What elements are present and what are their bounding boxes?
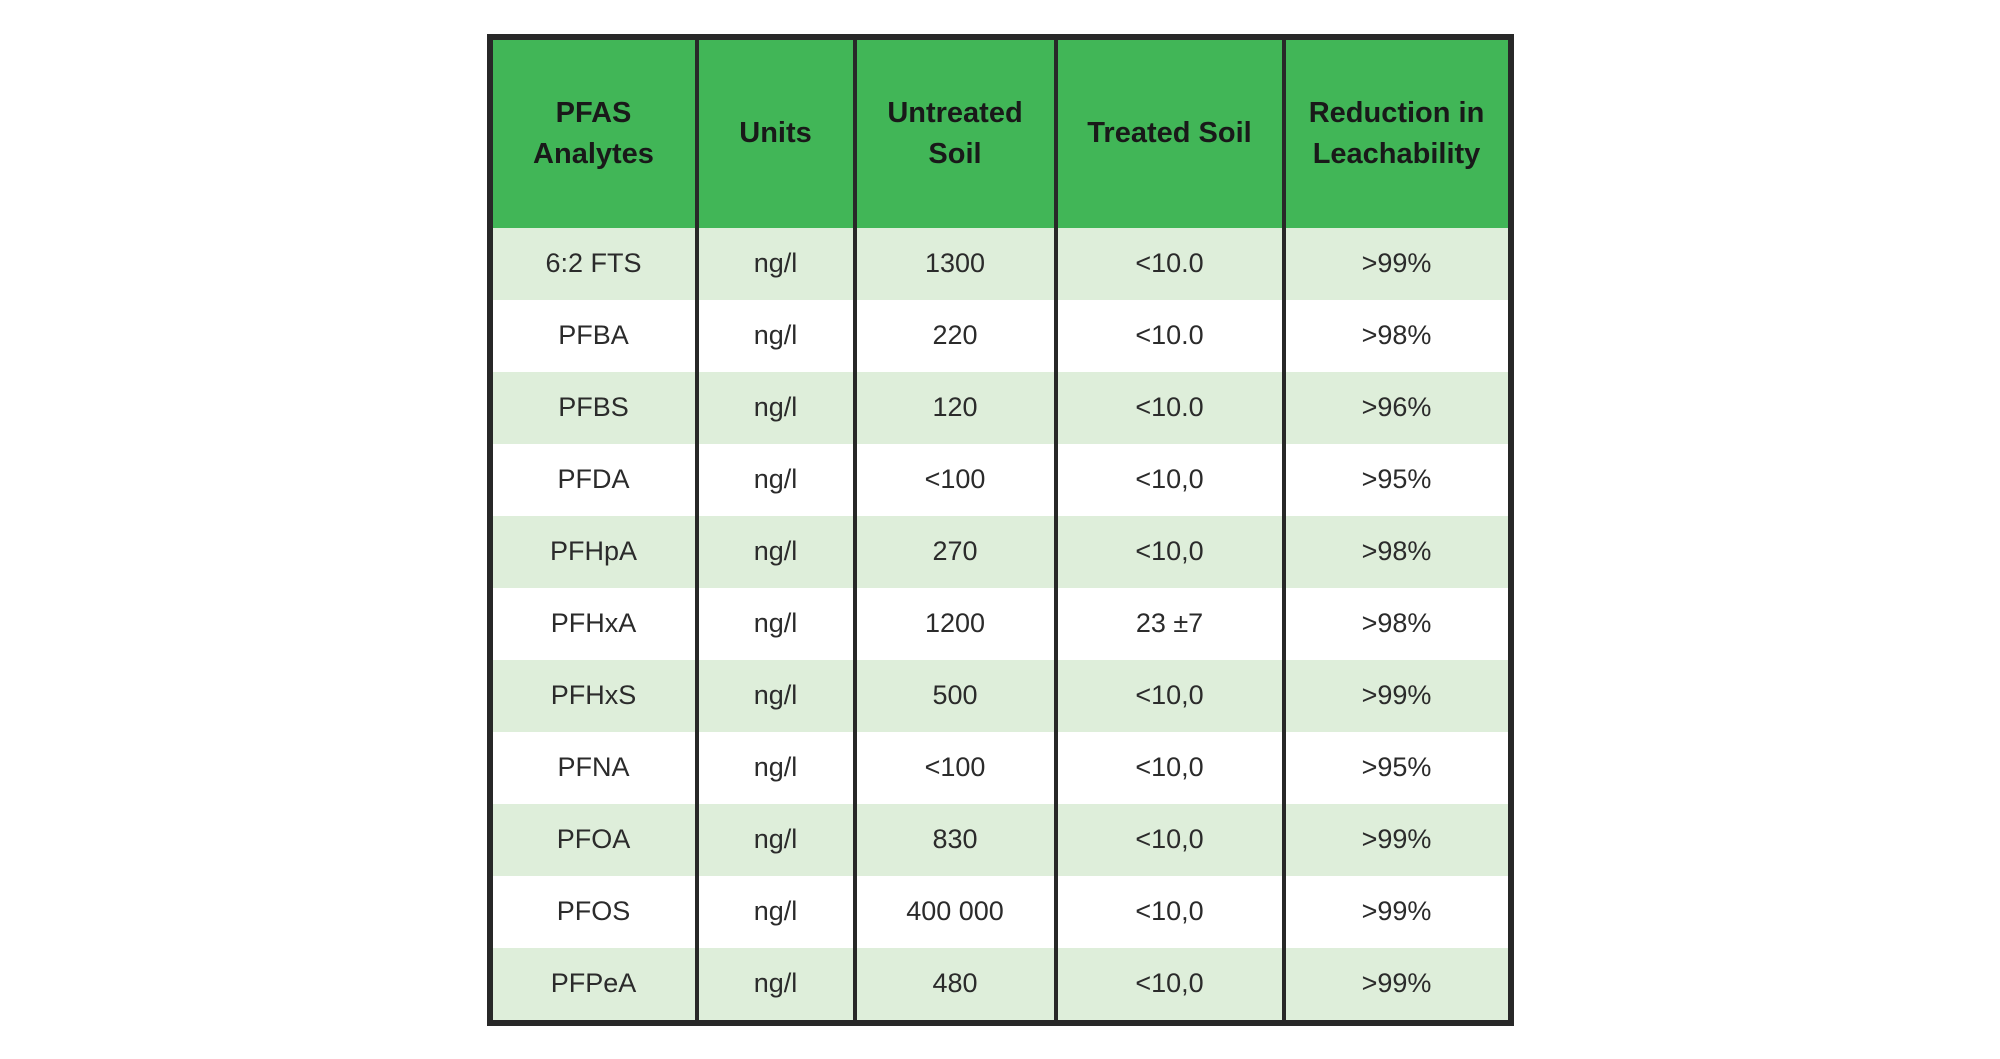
units-cell: ng/l [694,299,857,372]
treated-soil-cell: 23 ±7 [1053,587,1286,660]
units-cell: ng/l [694,587,857,660]
table-row: PFNA ng/l <100 <10,0 >95% [487,731,1513,804]
untreated-soil-cell: 1300 [852,227,1058,300]
table-row: PFHxS ng/l 500 <10,0 >99% [487,659,1513,732]
table-row: 6:2 FTS ng/l 1300 <10.0 >99% [487,227,1513,300]
table-row: PFOS ng/l 400 000 <10,0 >99% [487,875,1513,948]
table-header: PFAS Analytes Units Untreated Soil Treat… [487,36,1513,228]
header-row: PFAS Analytes Units Untreated Soil Treat… [487,36,1513,228]
units-cell: ng/l [694,371,857,444]
untreated-soil-cell: <100 [852,443,1058,516]
treated-soil-cell: <10,0 [1053,731,1286,804]
units-cell: ng/l [694,947,857,1023]
analyte-cell: PFPeA [487,947,699,1023]
reduction-cell: >99% [1281,227,1513,300]
reduction-cell: >99% [1281,659,1513,732]
column-header-reduction-in-leachability: Reduction in Leachability [1281,36,1513,228]
treated-soil-cell: <10.0 [1053,227,1286,300]
treated-soil-cell: <10,0 [1053,515,1286,588]
units-cell: ng/l [694,875,857,948]
units-cell: ng/l [694,515,857,588]
treated-soil-cell: <10.0 [1053,299,1286,372]
table-row: PFPeA ng/l 480 <10,0 >99% [487,947,1513,1023]
analyte-cell: PFOA [487,803,699,876]
analyte-cell: PFBS [487,371,699,444]
reduction-cell: >98% [1281,587,1513,660]
reduction-cell: >98% [1281,299,1513,372]
reduction-cell: >95% [1281,731,1513,804]
units-cell: ng/l [694,227,857,300]
untreated-soil-cell: 220 [852,299,1058,372]
column-header-treated-soil: Treated Soil [1053,36,1286,228]
reduction-cell: >99% [1281,803,1513,876]
units-cell: ng/l [694,803,857,876]
treated-soil-cell: <10,0 [1053,803,1286,876]
treated-soil-cell: <10,0 [1053,875,1286,948]
untreated-soil-cell: 270 [852,515,1058,588]
units-cell: ng/l [694,443,857,516]
table-row: PFHpA ng/l 270 <10,0 >98% [487,515,1513,588]
table-row: PFBS ng/l 120 <10.0 >96% [487,371,1513,444]
analyte-cell: PFNA [487,731,699,804]
analyte-cell: PFHpA [487,515,699,588]
treated-soil-cell: <10,0 [1053,443,1286,516]
units-cell: ng/l [694,659,857,732]
analyte-cell: PFOS [487,875,699,948]
table-row: PFDA ng/l <100 <10,0 >95% [487,443,1513,516]
table-row: PFOA ng/l 830 <10,0 >99% [487,803,1513,876]
untreated-soil-cell: 400 000 [852,875,1058,948]
treated-soil-cell: <10,0 [1053,947,1286,1023]
untreated-soil-cell: 830 [852,803,1058,876]
table-row: PFHxA ng/l 1200 23 ±7 >98% [487,587,1513,660]
analyte-cell: PFBA [487,299,699,372]
analyte-cell: PFDA [487,443,699,516]
analyte-cell: PFHxS [487,659,699,732]
reduction-cell: >98% [1281,515,1513,588]
column-header-pfas-analytes: PFAS Analytes [487,36,699,228]
pfas-leachability-table: PFAS Analytes Units Untreated Soil Treat… [486,33,1514,1026]
table-body: 6:2 FTS ng/l 1300 <10.0 >99% PFBA ng/l 2… [487,227,1513,1023]
untreated-soil-cell: 500 [852,659,1058,732]
units-cell: ng/l [694,731,857,804]
analyte-cell: 6:2 FTS [487,227,699,300]
reduction-cell: >95% [1281,443,1513,516]
column-header-untreated-soil: Untreated Soil [852,36,1058,228]
reduction-cell: >99% [1281,947,1513,1023]
table-row: PFBA ng/l 220 <10.0 >98% [487,299,1513,372]
reduction-cell: >99% [1281,875,1513,948]
treated-soil-cell: <10.0 [1053,371,1286,444]
untreated-soil-cell: 480 [852,947,1058,1023]
treated-soil-cell: <10,0 [1053,659,1286,732]
untreated-soil-cell: 1200 [852,587,1058,660]
analyte-cell: PFHxA [487,587,699,660]
untreated-soil-cell: <100 [852,731,1058,804]
untreated-soil-cell: 120 [852,371,1058,444]
column-header-units: Units [694,36,857,228]
reduction-cell: >96% [1281,371,1513,444]
